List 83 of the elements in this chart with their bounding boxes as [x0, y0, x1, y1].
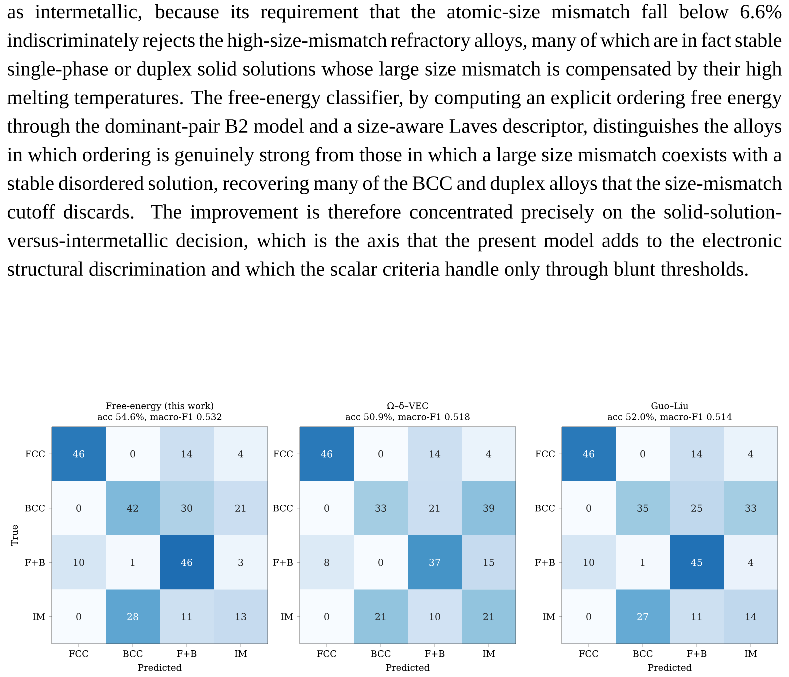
data-label: 21	[236, 504, 246, 512]
data-label: 35	[638, 504, 648, 512]
chart-title: Guo–Liu	[652, 402, 688, 410]
y-tick-label: FCC	[536, 450, 555, 458]
data-label: 1	[131, 559, 135, 566]
data-label: 0	[640, 450, 646, 458]
x-tick-label: F+B	[425, 650, 445, 658]
x-tick-label: FCC	[318, 650, 336, 658]
data-label: 27	[638, 613, 648, 620]
y-tick-label: IM	[543, 614, 556, 620]
data-label: 0	[324, 613, 330, 620]
data-label: 14	[430, 450, 441, 458]
data-label: 13	[236, 613, 246, 620]
data-label: 28	[128, 613, 138, 620]
y-tick-label: F+B	[536, 559, 555, 566]
data-label: 0	[324, 504, 330, 512]
y-tick-label: IM	[33, 614, 46, 620]
y-tick-label: IM	[281, 614, 294, 620]
y-tick-label: FCC	[274, 450, 293, 458]
x-tick-label: BCC	[371, 650, 391, 658]
data-label: 1	[641, 559, 645, 566]
data-label: 46	[321, 450, 332, 458]
text: as intermetallic, because its requirement that the atomic-size mismatch fall below 6.6% indiscriminately rejects the high-size-mismatch refractory alloys, many of which are in fact stable single-phase or duplex solid solutions whose large size mismatch is compensated by their high melting temperatures. The free-energy classifier, by computing an explicit ordering free energy through the dominant-pair B2 model and a size-aware Laves descriptor, distinguishes the alloys in which ordering is genuinely strong from those in which a large size mismatch coexists with a stable disordered solution, recovering many of the BCC and duplex alloys that the size-mismatch cutoff discards. The improvement is therefore concentrated precisely on the solid-solution-versus-intermetallic decision, which is the axis that the present model adds to the electronic structural discrimination and which the scalar criteria handle only through blunt thresholds.	[7, 4, 782, 280]
y-tick-label: F+B	[274, 559, 293, 566]
data-label: 0	[76, 613, 82, 620]
data-label: 3	[238, 559, 244, 566]
x-tick-label: BCC	[123, 650, 143, 658]
x-tick-label: IM	[745, 650, 757, 658]
y-tick-label: F+B	[26, 559, 45, 566]
data-label: 0	[76, 504, 82, 512]
data-label: 10	[74, 559, 84, 566]
x-tick-label: FCC	[69, 650, 88, 658]
data-label: 15	[484, 559, 494, 566]
data-label: 46	[583, 450, 594, 458]
x-tick-label: F+B	[177, 650, 197, 658]
data-label: 8	[324, 559, 330, 566]
data-label: 10	[584, 559, 594, 566]
x-tick-label: BCC	[633, 650, 653, 658]
y-tick-label: BCC	[273, 504, 293, 512]
data-label: 14	[692, 450, 703, 458]
x-tick-label: IM	[235, 650, 247, 658]
x-axis-title: Predicted	[648, 664, 692, 672]
data-label: 0	[586, 613, 592, 620]
data-label: 21	[376, 613, 386, 620]
data-label: 0	[378, 559, 384, 566]
x-axis-title: Predicted	[386, 664, 430, 672]
data-label: 4	[748, 559, 754, 566]
data-label: 10	[430, 613, 440, 620]
data-label: 30	[182, 504, 192, 512]
y-tick-label: BCC	[25, 504, 45, 512]
x-tick-label: F+B	[687, 650, 707, 658]
data-label: 46	[181, 559, 192, 566]
data-label: 4	[748, 450, 754, 458]
x-tick-label: FCC	[580, 650, 598, 658]
data-label: 0	[130, 450, 136, 458]
data-label: 33	[746, 504, 756, 512]
data-label: 46	[73, 450, 84, 458]
data-label: 14	[182, 450, 193, 458]
data-label: 4	[486, 450, 492, 458]
data-label: 42	[127, 504, 138, 512]
data-label: 21	[484, 613, 494, 620]
y-tick-label: BCC	[535, 504, 555, 512]
data-label: 25	[692, 504, 702, 512]
data-label: 33	[376, 504, 386, 512]
chart-title: Ω–δ–VEC	[388, 402, 428, 410]
data-label: 14	[746, 613, 757, 620]
data-label: 11	[182, 613, 192, 620]
data-label: 45	[691, 559, 702, 566]
x-axis-title: Predicted	[138, 664, 182, 672]
data-label: 37	[430, 559, 440, 566]
data-label: 11	[692, 613, 702, 620]
chart-subtitle: acc 54.6%, macro-F1 0.532	[98, 414, 222, 422]
chart-subtitle: acc 50.9%, macro-F1 0.518	[346, 414, 470, 422]
data-label: 21	[430, 504, 440, 512]
data-label: 0	[586, 504, 592, 512]
chart-title: Free-energy (this work)	[106, 402, 214, 412]
data-label: 0	[378, 450, 384, 458]
chart-subtitle: acc 52.0%, macro-F1 0.514	[608, 414, 732, 422]
data-label: 4	[238, 450, 244, 458]
y-axis-title: True	[11, 525, 18, 546]
data-label: 39	[484, 504, 494, 512]
x-tick-label: IM	[483, 650, 495, 658]
y-tick-label: FCC	[26, 450, 45, 458]
